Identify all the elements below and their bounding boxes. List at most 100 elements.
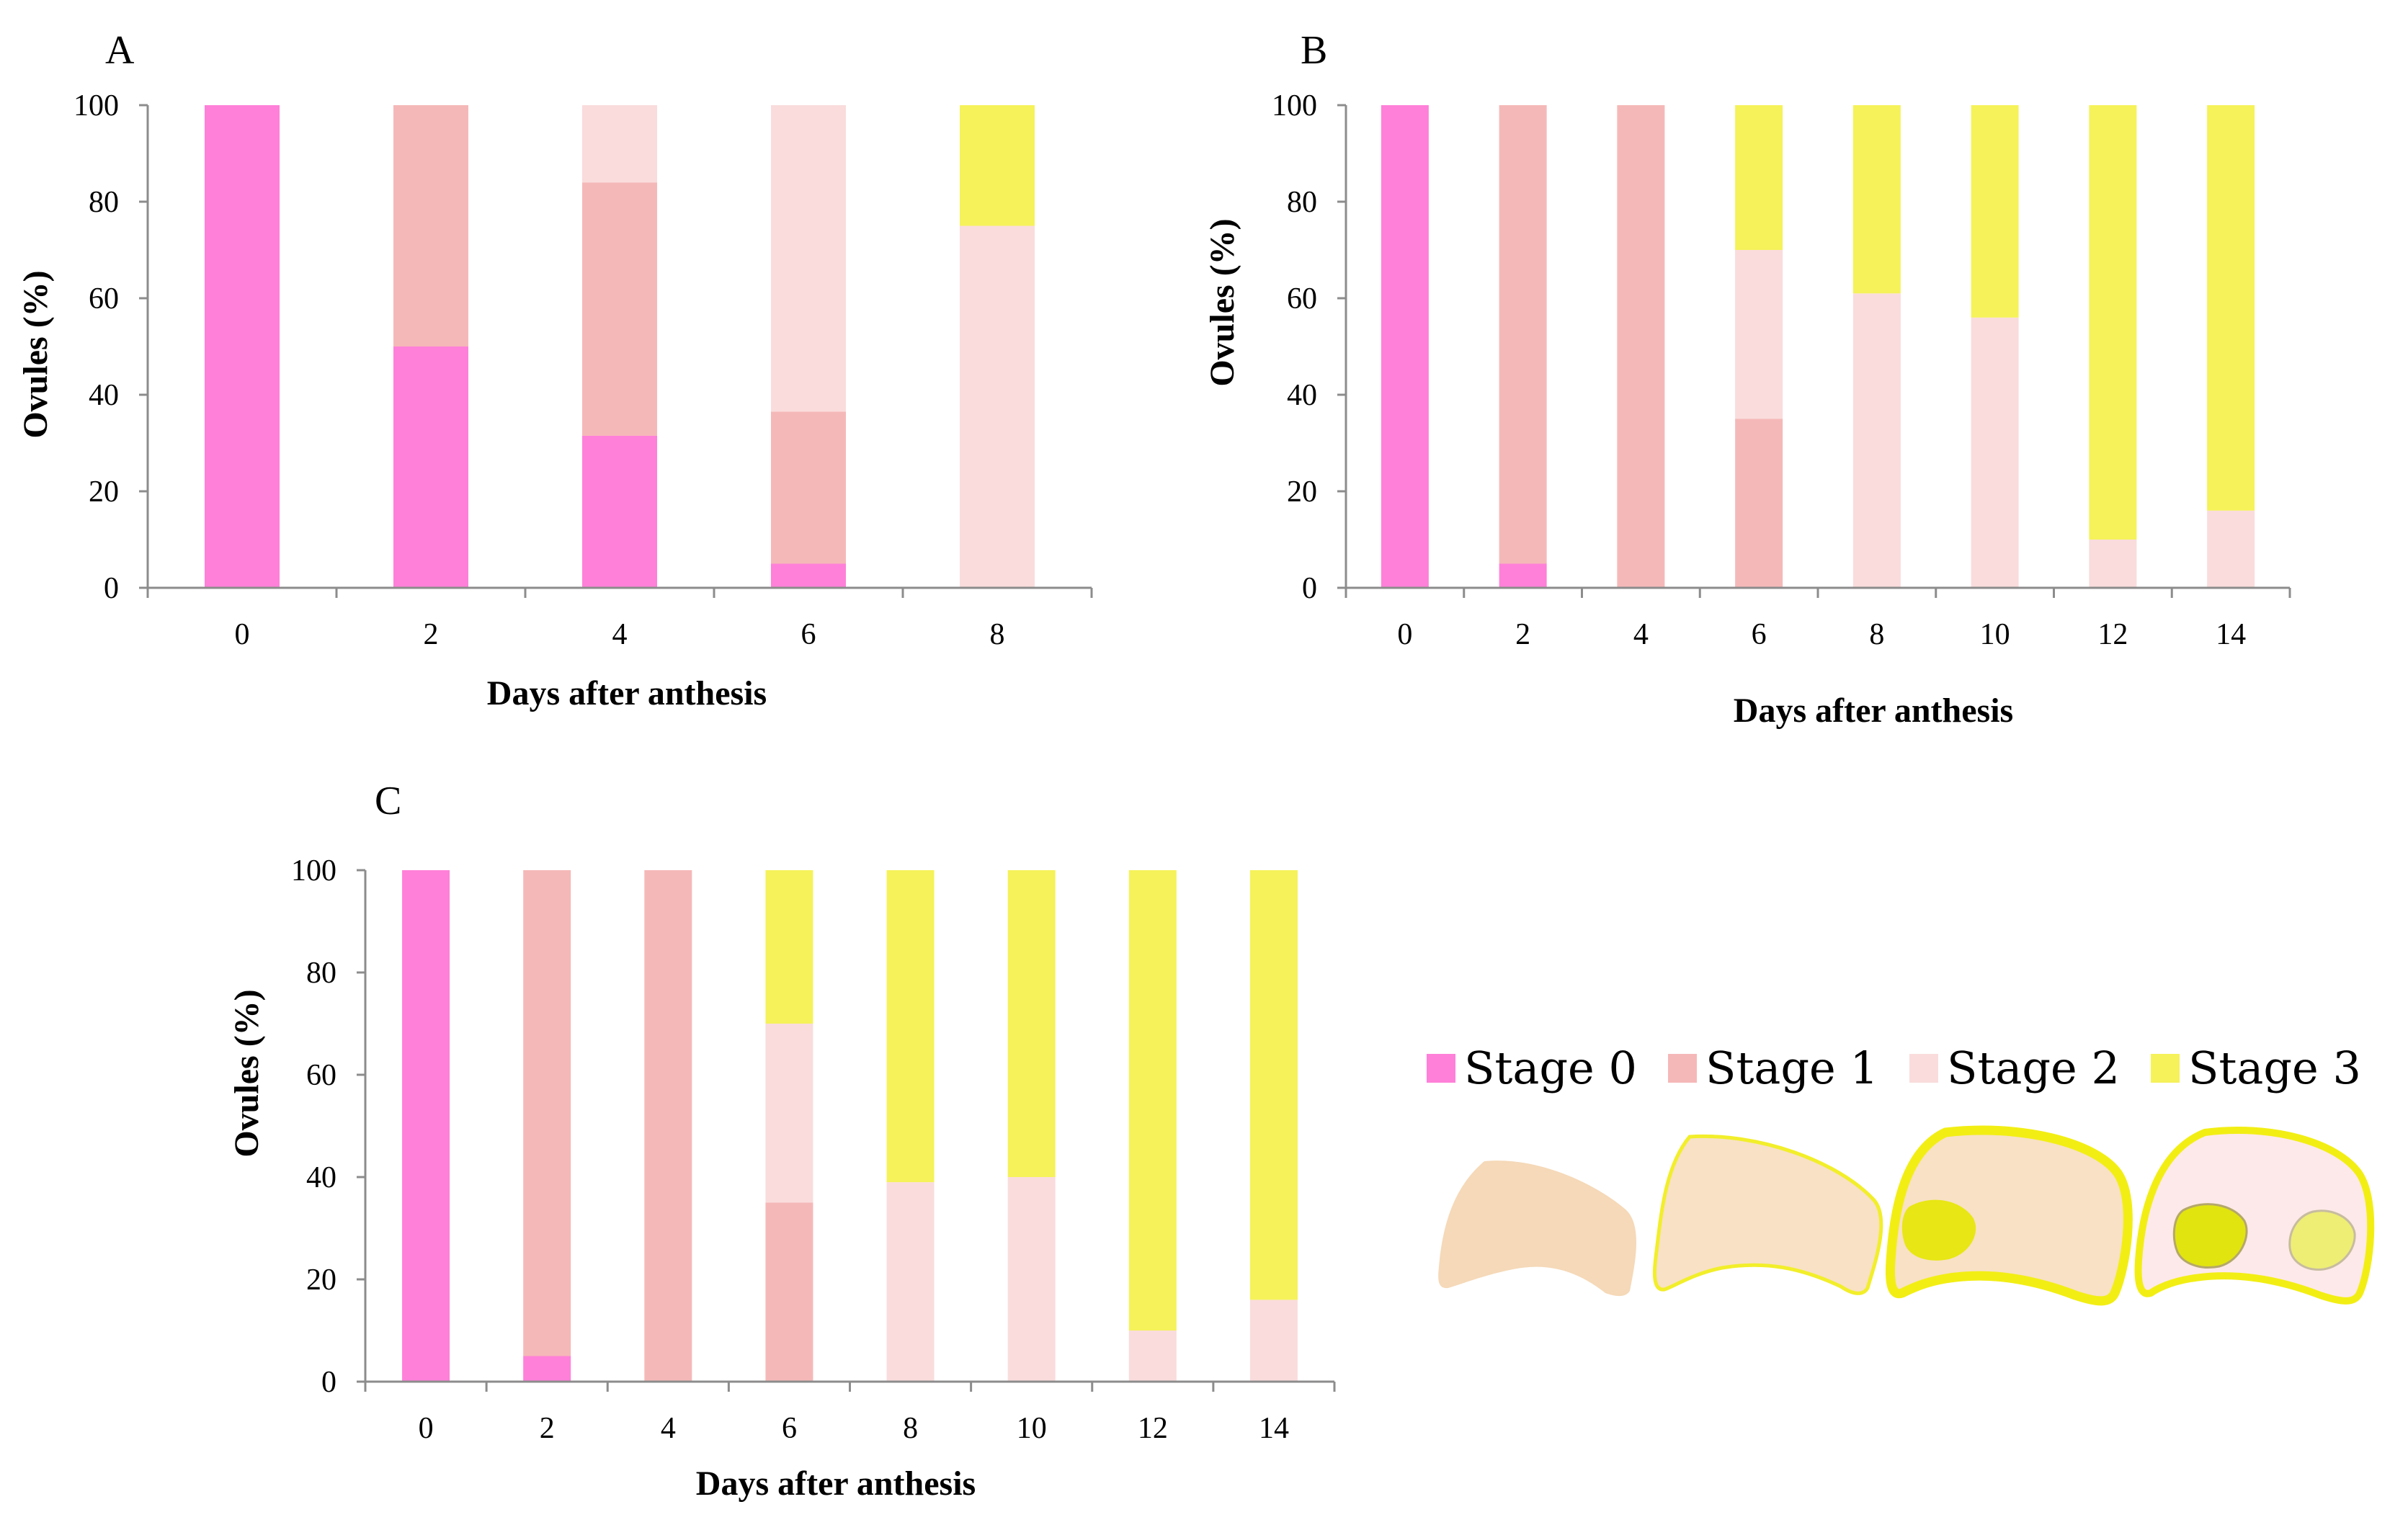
bar-c-day-0-stage-0	[402, 870, 450, 1382]
embryo-sac-icon	[1901, 1199, 1976, 1261]
bar-a-day-4-stage-0	[582, 435, 657, 588]
bars-b	[1381, 105, 2255, 588]
y-ticks-a: 0 20 40 60 80 100	[73, 89, 148, 605]
chart-panel-b: B 0 20 40 60 80 100 0 2 4 6 8 10 12 14 Days after an…	[1203, 28, 2291, 730]
bar-a-day-2-stage-0	[393, 346, 468, 588]
bar-b-day-2-stage-1	[1499, 105, 1547, 564]
bar-b-day-10-stage-2	[1971, 317, 2019, 588]
y-tick-label-c-0: 0	[321, 1366, 336, 1399]
x-axis-title-b: Days after anthesis	[1734, 692, 2013, 730]
bars-a	[205, 105, 1035, 588]
y-axis-title-a: Ovules (%)	[17, 270, 55, 438]
x-tick-label-b-10: 10	[1980, 618, 2010, 651]
chart-panel-a: A 0 20 40 60 80 100 0 2 4 6 8 Days after anthesis…	[17, 28, 1093, 712]
bar-a-day-8-stage-3	[960, 105, 1035, 226]
bar-b-day-8-stage-3	[1852, 105, 1901, 294]
y-tick-label-c-60: 60	[306, 1059, 336, 1092]
y-ticks-c: 0 20 40 60 80 100	[291, 854, 365, 1399]
y-tick-label-a-20: 20	[89, 475, 119, 509]
bar-c-day-8-stage-3	[886, 870, 935, 1183]
y-tick-label-b-20: 20	[1287, 475, 1317, 509]
ovule-stage-2-illustration	[1885, 1125, 2133, 1306]
bar-c-day-6-stage-1	[765, 1202, 813, 1382]
y-tick-label-b-60: 60	[1287, 282, 1317, 316]
bar-a-day-0-stage-0	[205, 105, 280, 588]
bar-c-day-12-stage-3	[1128, 870, 1177, 1331]
y-tick-label-c-40: 40	[306, 1161, 336, 1194]
ovule-stage-3-illustration	[2134, 1127, 2375, 1305]
legend-item-stage-0: Stage 0	[1427, 1042, 1637, 1094]
legend-swatch-stage-2	[1909, 1054, 1938, 1083]
x-tick-label-b-8: 8	[1869, 618, 1884, 651]
legend-item-stage-1: Stage 1	[1668, 1042, 1878, 1094]
x-tick-label-b-6: 6	[1752, 618, 1767, 651]
bar-a-day-4-stage-2	[582, 105, 657, 183]
x-tick-label-c-2: 2	[540, 1412, 555, 1445]
bar-c-day-6-stage-3	[765, 870, 813, 1024]
y-tick-label-a-0: 0	[104, 572, 119, 605]
x-tick-label-b-12: 12	[2097, 618, 2128, 651]
y-tick-label-c-80: 80	[306, 957, 336, 990]
legend-label-stage-0: Stage 0	[1464, 1042, 1637, 1094]
x-ticks-a: 0 2 4 6 8	[146, 588, 1093, 651]
y-tick-label-b-80: 80	[1287, 186, 1317, 219]
x-tick-label-a-8: 8	[990, 618, 1005, 651]
bars-c	[402, 870, 1298, 1382]
x-axis-title-a: Days after anthesis	[487, 674, 767, 712]
bar-b-day-2-stage-0	[1499, 563, 1547, 588]
x-tick-label-b-14: 14	[2216, 618, 2246, 651]
legend-label-stage-2: Stage 2	[1947, 1042, 2120, 1094]
x-tick-label-c-12: 12	[1138, 1412, 1168, 1445]
x-tick-label-c-8: 8	[903, 1412, 918, 1445]
bar-b-day-8-stage-2	[1852, 293, 1901, 588]
panel-label-c: C	[375, 779, 401, 823]
x-tick-label-a-4: 4	[612, 618, 628, 651]
panel-label-b: B	[1301, 28, 1327, 73]
y-axis-title-c: Ovules (%)	[228, 989, 266, 1157]
bar-c-day-2-stage-1	[523, 870, 571, 1356]
x-tick-label-a-2: 2	[424, 618, 439, 651]
ovule-stage-0-illustration	[1438, 1160, 1637, 1297]
ovule-stage-1-illustration	[1653, 1134, 1883, 1295]
y-tick-label-b-40: 40	[1287, 379, 1317, 412]
chart-panel-c: C 0 20 40 60 80 100 0 2 4 6 8 10 12 14 Days after an…	[228, 779, 1336, 1503]
legend-swatch-stage-1	[1668, 1054, 1697, 1083]
y-tick-label-a-60: 60	[89, 282, 119, 316]
bar-c-day-14-stage-2	[1249, 1300, 1298, 1382]
x-tick-label-c-0: 0	[419, 1412, 434, 1445]
legend-label-stage-1: Stage 1	[1705, 1042, 1878, 1094]
bar-c-day-14-stage-3	[1249, 870, 1298, 1300]
y-axis-title-b: Ovules (%)	[1203, 218, 1241, 386]
x-tick-label-a-6: 6	[801, 618, 816, 651]
x-tick-label-b-0: 0	[1397, 618, 1412, 651]
endosperm-icon	[2288, 1209, 2356, 1271]
y-ticks-b: 0 20 40 60 80 100	[1272, 89, 1346, 605]
bar-b-day-12-stage-2	[2089, 540, 2137, 588]
bar-a-day-6-stage-2	[771, 105, 846, 412]
x-tick-label-c-4: 4	[661, 1412, 676, 1445]
bar-c-day-10-stage-3	[1007, 870, 1056, 1177]
x-tick-label-c-6: 6	[782, 1412, 797, 1445]
bar-c-day-6-stage-2	[765, 1024, 813, 1203]
axes-c	[364, 870, 1334, 1383]
x-axis-title-c: Days after anthesis	[696, 1464, 976, 1503]
x-tick-label-b-2: 2	[1515, 618, 1530, 651]
bar-b-day-12-stage-3	[2089, 105, 2137, 540]
y-tick-label-b-0: 0	[1302, 572, 1317, 605]
legend-swatch-stage-3	[2151, 1054, 2180, 1083]
bar-c-day-10-stage-2	[1007, 1177, 1056, 1382]
y-tick-label-b-100: 100	[1272, 89, 1317, 122]
y-tick-label-c-20: 20	[306, 1264, 336, 1297]
legend-label-stage-3: Stage 3	[2188, 1042, 2361, 1094]
bar-a-day-2-stage-1	[393, 105, 468, 346]
bar-c-day-2-stage-0	[523, 1356, 571, 1382]
bar-b-day-14-stage-2	[2207, 510, 2255, 588]
bar-a-day-6-stage-0	[771, 563, 846, 588]
legend-swatch-stage-0	[1427, 1054, 1455, 1083]
ovule-stage-illustrations	[1438, 1125, 2375, 1306]
y-tick-label-a-100: 100	[73, 89, 119, 122]
x-ticks-b: 0 2 4 6 8 10 12 14	[1345, 588, 2291, 651]
x-tick-label-b-4: 4	[1633, 618, 1649, 651]
y-tick-label-a-40: 40	[89, 379, 119, 412]
